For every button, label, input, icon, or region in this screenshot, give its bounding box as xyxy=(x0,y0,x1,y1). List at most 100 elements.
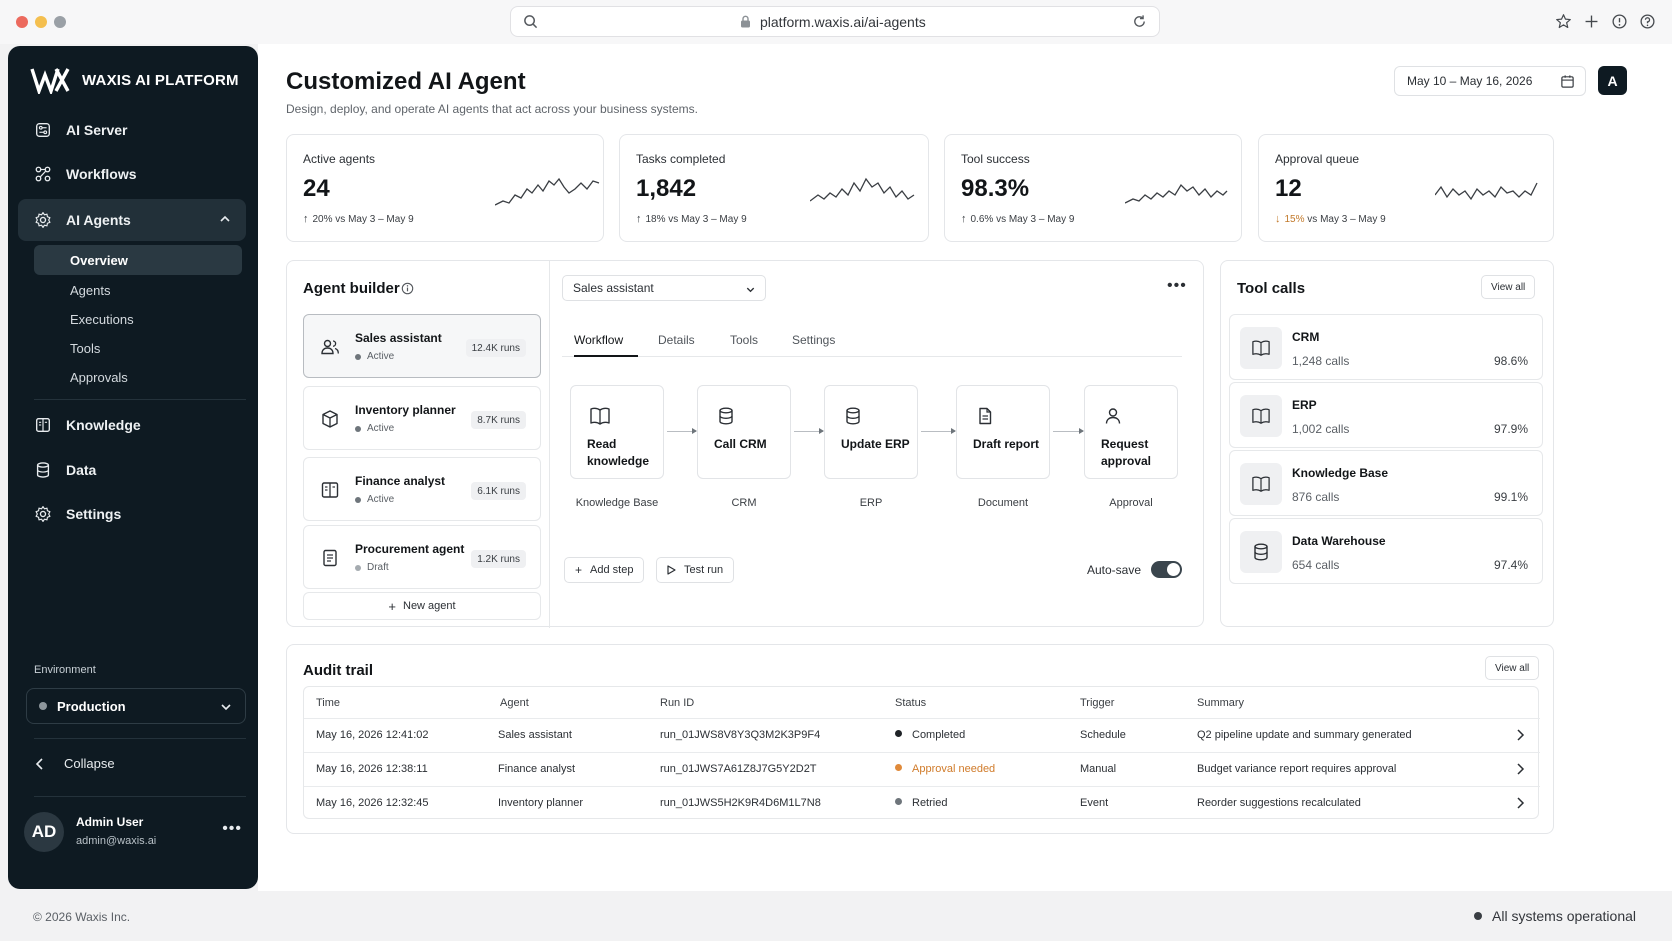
tool-row-knowledge-base[interactable]: Knowledge Base 876 calls 99.1% xyxy=(1229,450,1543,516)
test-run-button[interactable]: Test run xyxy=(656,557,735,583)
table-row[interactable]: May 16, 2026 12:38:11 Finance analyst ru… xyxy=(304,752,1540,786)
address-bar[interactable]: platform.waxis.ai/ai-agents xyxy=(510,6,1160,37)
agent-name: Procurement agent xyxy=(355,542,465,556)
view-all-tools-button[interactable]: View all xyxy=(1481,275,1536,299)
copyright-text: © 2026 Waxis Inc. xyxy=(33,910,131,924)
agent-select[interactable]: Sales assistant xyxy=(562,275,766,301)
brand[interactable]: WAXIS AI PLATFORM xyxy=(30,66,239,94)
plus-icon: + xyxy=(575,563,583,577)
sidebar-subitem-agents[interactable]: Agents xyxy=(70,282,111,298)
chevron-right-icon[interactable] xyxy=(1514,728,1526,742)
date-range-picker[interactable]: May 10 – May 16, 2026 xyxy=(1394,66,1586,96)
lock-icon xyxy=(741,15,750,28)
cell-trigger: Manual xyxy=(1080,763,1117,775)
agent-list-item[interactable]: Finance analyst Active 6.1K runs xyxy=(303,457,541,521)
autosave-toggle[interactable] xyxy=(1151,561,1182,578)
cell-time: May 16, 2026 12:32:45 xyxy=(316,797,429,809)
sidebar-item-settings[interactable]: Settings xyxy=(18,493,246,535)
sidebar-subitem-overview[interactable]: Overview xyxy=(34,245,242,275)
more-options-icon[interactable]: ••• xyxy=(222,820,242,837)
workflow-step-update-erp[interactable]: Update ERP xyxy=(824,385,918,479)
url-text[interactable]: platform.waxis.ai/ai-agents xyxy=(760,14,926,30)
box-icon xyxy=(322,410,338,428)
sidebar-subitem-approvals[interactable]: Approvals xyxy=(70,369,128,385)
sidebar-item-label: Data xyxy=(66,462,97,478)
workflow-step-call-crm[interactable]: Call CRM xyxy=(697,385,791,479)
add-step-button[interactable]: + Add step xyxy=(564,557,645,583)
tool-calls-title: Tool calls xyxy=(1237,280,1306,297)
tool-call-count: 654 calls xyxy=(1292,558,1340,572)
bookmark-star-icon[interactable] xyxy=(1555,13,1572,30)
agent-list-item[interactable]: Inventory planner Active 8.7K runs xyxy=(303,386,541,450)
tab-workflow[interactable]: Workflow xyxy=(574,333,638,357)
step-label-line1: Call CRM xyxy=(714,437,767,451)
help-icon[interactable] xyxy=(1639,13,1656,30)
agent-status: Active xyxy=(355,351,394,362)
workflow-step-draft-report[interactable]: Draft report xyxy=(956,385,1050,479)
step-label: Read knowledge xyxy=(587,436,649,470)
step-caption: Knowledge Base xyxy=(575,497,659,509)
reload-icon[interactable] xyxy=(1132,14,1147,29)
more-options-icon[interactable]: ••• xyxy=(1167,277,1187,294)
arrow-up-icon: ↑ xyxy=(636,213,642,225)
info-icon[interactable] xyxy=(1611,13,1628,30)
tool-row-data-warehouse[interactable]: Data Warehouse 654 calls 97.4% xyxy=(1229,518,1543,584)
sidebar-item-knowledge[interactable]: Knowledge xyxy=(18,404,246,446)
new-tab-icon[interactable] xyxy=(1583,13,1600,30)
workflow-step-read-knowledge[interactable]: Read knowledge xyxy=(570,385,664,479)
kpi-delta-value: 0.6% xyxy=(970,213,994,225)
agent-name: Sales assistant xyxy=(355,331,442,345)
column-header-agent: Agent xyxy=(500,697,529,709)
view-all-audit-button[interactable]: View all xyxy=(1485,656,1540,680)
cell-trigger: Schedule xyxy=(1080,729,1126,741)
tab-tools[interactable]: Tools xyxy=(730,333,759,347)
user-profile[interactable]: AD Admin User admin@waxis.ai ••• xyxy=(24,808,246,860)
sidebar-item-ai-agents[interactable]: AI Agents xyxy=(18,199,246,241)
column-header-trigger: Trigger xyxy=(1080,697,1115,709)
chevron-right-icon[interactable] xyxy=(1514,796,1526,810)
close-window-button[interactable] xyxy=(16,16,28,28)
book-open-icon xyxy=(590,407,610,425)
sidebar-subitem-executions[interactable]: Executions xyxy=(70,311,134,327)
chevron-down-icon xyxy=(221,704,231,711)
tool-success-rate: 97.9% xyxy=(1493,422,1528,436)
workflow-step-request-approval[interactable]: Request approval xyxy=(1084,385,1178,479)
sidebar-item-label: AI Agents xyxy=(66,212,131,228)
settings-icon xyxy=(35,506,51,522)
chevron-up-icon[interactable] xyxy=(218,212,232,226)
sidebar-item-ai-server[interactable]: AI Server xyxy=(18,109,246,151)
tool-row-erp[interactable]: ERP 1,002 calls 97.9% xyxy=(1229,382,1543,448)
table-row[interactable]: May 16, 2026 12:41:02 Sales assistant ru… xyxy=(304,718,1540,752)
sidebar-subitem-tools[interactable]: Tools xyxy=(70,340,101,356)
agent-list-item[interactable]: Sales assistant Active 12.4K runs xyxy=(303,314,541,378)
column-header-status: Status xyxy=(895,697,927,709)
kpi-card-tasks-completed: Tasks completed 1,842 ↑ 18% vs May 3 – Ma… xyxy=(619,134,929,242)
info-icon[interactable] xyxy=(401,282,414,295)
tab-details[interactable]: Details xyxy=(658,333,695,347)
kpi-value: 24 xyxy=(303,175,330,202)
agent-select-value: Sales assistant xyxy=(573,281,654,295)
status-dot xyxy=(895,764,902,771)
book-icon xyxy=(1240,395,1282,437)
document-icon xyxy=(979,407,992,425)
collapse-button[interactable]: Collapse xyxy=(34,756,115,771)
agent-list-item[interactable]: Procurement agent Draft 1.2K runs xyxy=(303,525,541,589)
account-avatar-button[interactable]: A xyxy=(1598,66,1627,95)
step-label-line1: Draft report xyxy=(973,437,1040,451)
minimize-window-button[interactable] xyxy=(35,16,47,28)
new-agent-button[interactable]: + New agent xyxy=(303,592,541,620)
kpi-compare: vs May 3 – May 9 xyxy=(668,213,747,225)
environment-select[interactable]: Production xyxy=(26,688,246,724)
environment-value: Production xyxy=(57,698,126,714)
sidebar-item-workflows[interactable]: Workflows xyxy=(18,153,246,195)
step-connector-arrow xyxy=(1053,428,1084,434)
tool-row-crm[interactable]: CRM 1,248 calls 98.6% xyxy=(1229,314,1543,380)
tab-settings[interactable]: Settings xyxy=(792,333,836,347)
status-dot xyxy=(355,425,361,432)
table-row[interactable]: May 16, 2026 12:32:45 Inventory planner … xyxy=(304,786,1540,820)
step-caption: CRM xyxy=(731,497,757,509)
step-connector-arrow xyxy=(921,428,956,434)
maximize-window-button[interactable] xyxy=(54,16,66,28)
chevron-right-icon[interactable] xyxy=(1514,762,1526,776)
sidebar-item-data[interactable]: Data xyxy=(18,449,246,491)
